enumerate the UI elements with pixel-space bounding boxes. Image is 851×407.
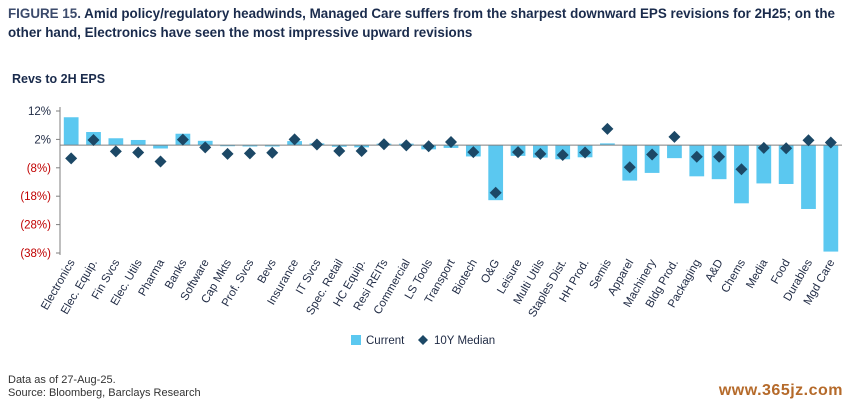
marker-10y-median (132, 146, 145, 159)
marker-10y-median (646, 148, 659, 161)
y-tick-label: 2% (34, 134, 51, 146)
bar-current (220, 145, 235, 147)
marker-10y-median (467, 146, 480, 159)
marker-10y-median (512, 146, 525, 159)
y-axis-label: Revs to 2H EPS (12, 72, 106, 86)
legend-median-swatch (418, 335, 428, 345)
bar-current (108, 138, 124, 146)
marker-10y-median (601, 122, 614, 135)
bar-current (756, 145, 772, 184)
legend-current-swatch (351, 335, 361, 345)
chart-title: FIGURE 15. Amid policy/regulatory headwi… (8, 4, 848, 42)
marker-10y-median (266, 146, 279, 159)
category-label: A&D (703, 258, 725, 284)
category-label: Bevs (256, 257, 279, 285)
marker-10y-median (400, 139, 413, 152)
marker-10y-median (556, 149, 569, 162)
bar-current (600, 143, 615, 146)
y-tick-label: (18%) (20, 191, 51, 203)
marker-10y-median (489, 186, 502, 199)
figure-label: FIGURE 15. (8, 6, 81, 21)
watermark: www.365jz.com (718, 382, 843, 399)
marker-10y-median (199, 141, 212, 154)
bar-current (130, 139, 146, 146)
marker-10y-median (713, 150, 726, 163)
marker-10y-median (288, 133, 301, 146)
marker-10y-median (690, 150, 703, 163)
marker-10y-median (757, 141, 770, 154)
marker-10y-median (623, 161, 636, 174)
bar-current (778, 145, 794, 184)
marker-10y-median (243, 147, 256, 160)
y-tick-label: (28%) (20, 220, 51, 232)
category-label: Food (769, 258, 793, 287)
bar-current (63, 117, 79, 146)
marker-10y-median (802, 134, 815, 147)
category-label: Media (744, 257, 770, 291)
y-tick-label: (38%) (20, 248, 51, 260)
marker-10y-median (154, 155, 167, 168)
marker-10y-median (445, 135, 457, 148)
y-tick-label: (8%) (27, 163, 51, 175)
marker-10y-median (355, 145, 368, 158)
marker-10y-median (310, 138, 323, 151)
bar-current (667, 145, 682, 159)
figure-title: Amid policy/regulatory headwinds, Manage… (8, 6, 835, 40)
marker-10y-median (668, 130, 681, 143)
y-tick-label: 12% (28, 106, 51, 118)
marker-10y-median (377, 138, 390, 151)
marker-10y-median (824, 136, 837, 149)
source-note: Source: Bloomberg, Barclays Research (8, 387, 201, 399)
legend-median-label: 10Y Median (434, 335, 495, 347)
bar-current (264, 145, 280, 147)
legend-current-label: Current (366, 335, 405, 347)
marker-10y-median (176, 133, 189, 146)
marker-10y-median (579, 146, 592, 159)
bar-current (801, 145, 816, 209)
marker-10y-median (333, 145, 346, 158)
bar-current (153, 145, 168, 149)
bar-current (242, 145, 258, 147)
bar-current (488, 145, 504, 201)
marker-10y-median (65, 152, 78, 165)
marker-10y-median (735, 163, 748, 176)
marker-10y-median (221, 147, 234, 160)
marker-10y-median (780, 142, 793, 155)
marker-10y-median (109, 145, 122, 158)
marker-10y-median (87, 133, 100, 146)
marker-10y-median (422, 140, 435, 153)
category-label: O&G (479, 257, 502, 285)
data-date-note: Data as of 27-Aug-25. (8, 374, 116, 386)
bar-current (823, 145, 839, 252)
marker-10y-median (534, 147, 547, 160)
